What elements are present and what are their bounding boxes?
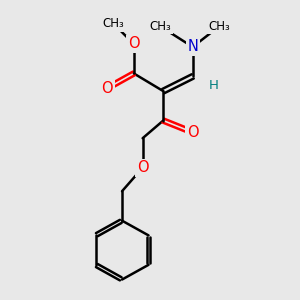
Text: CH₃: CH₃ (149, 20, 171, 33)
Text: O: O (137, 160, 148, 175)
Text: O: O (101, 81, 113, 96)
Text: CH₃: CH₃ (102, 17, 124, 30)
Text: O: O (187, 125, 199, 140)
Text: CH₃: CH₃ (208, 20, 230, 33)
Text: O: O (128, 37, 140, 52)
Text: N: N (187, 39, 198, 54)
Text: H: H (208, 79, 218, 92)
